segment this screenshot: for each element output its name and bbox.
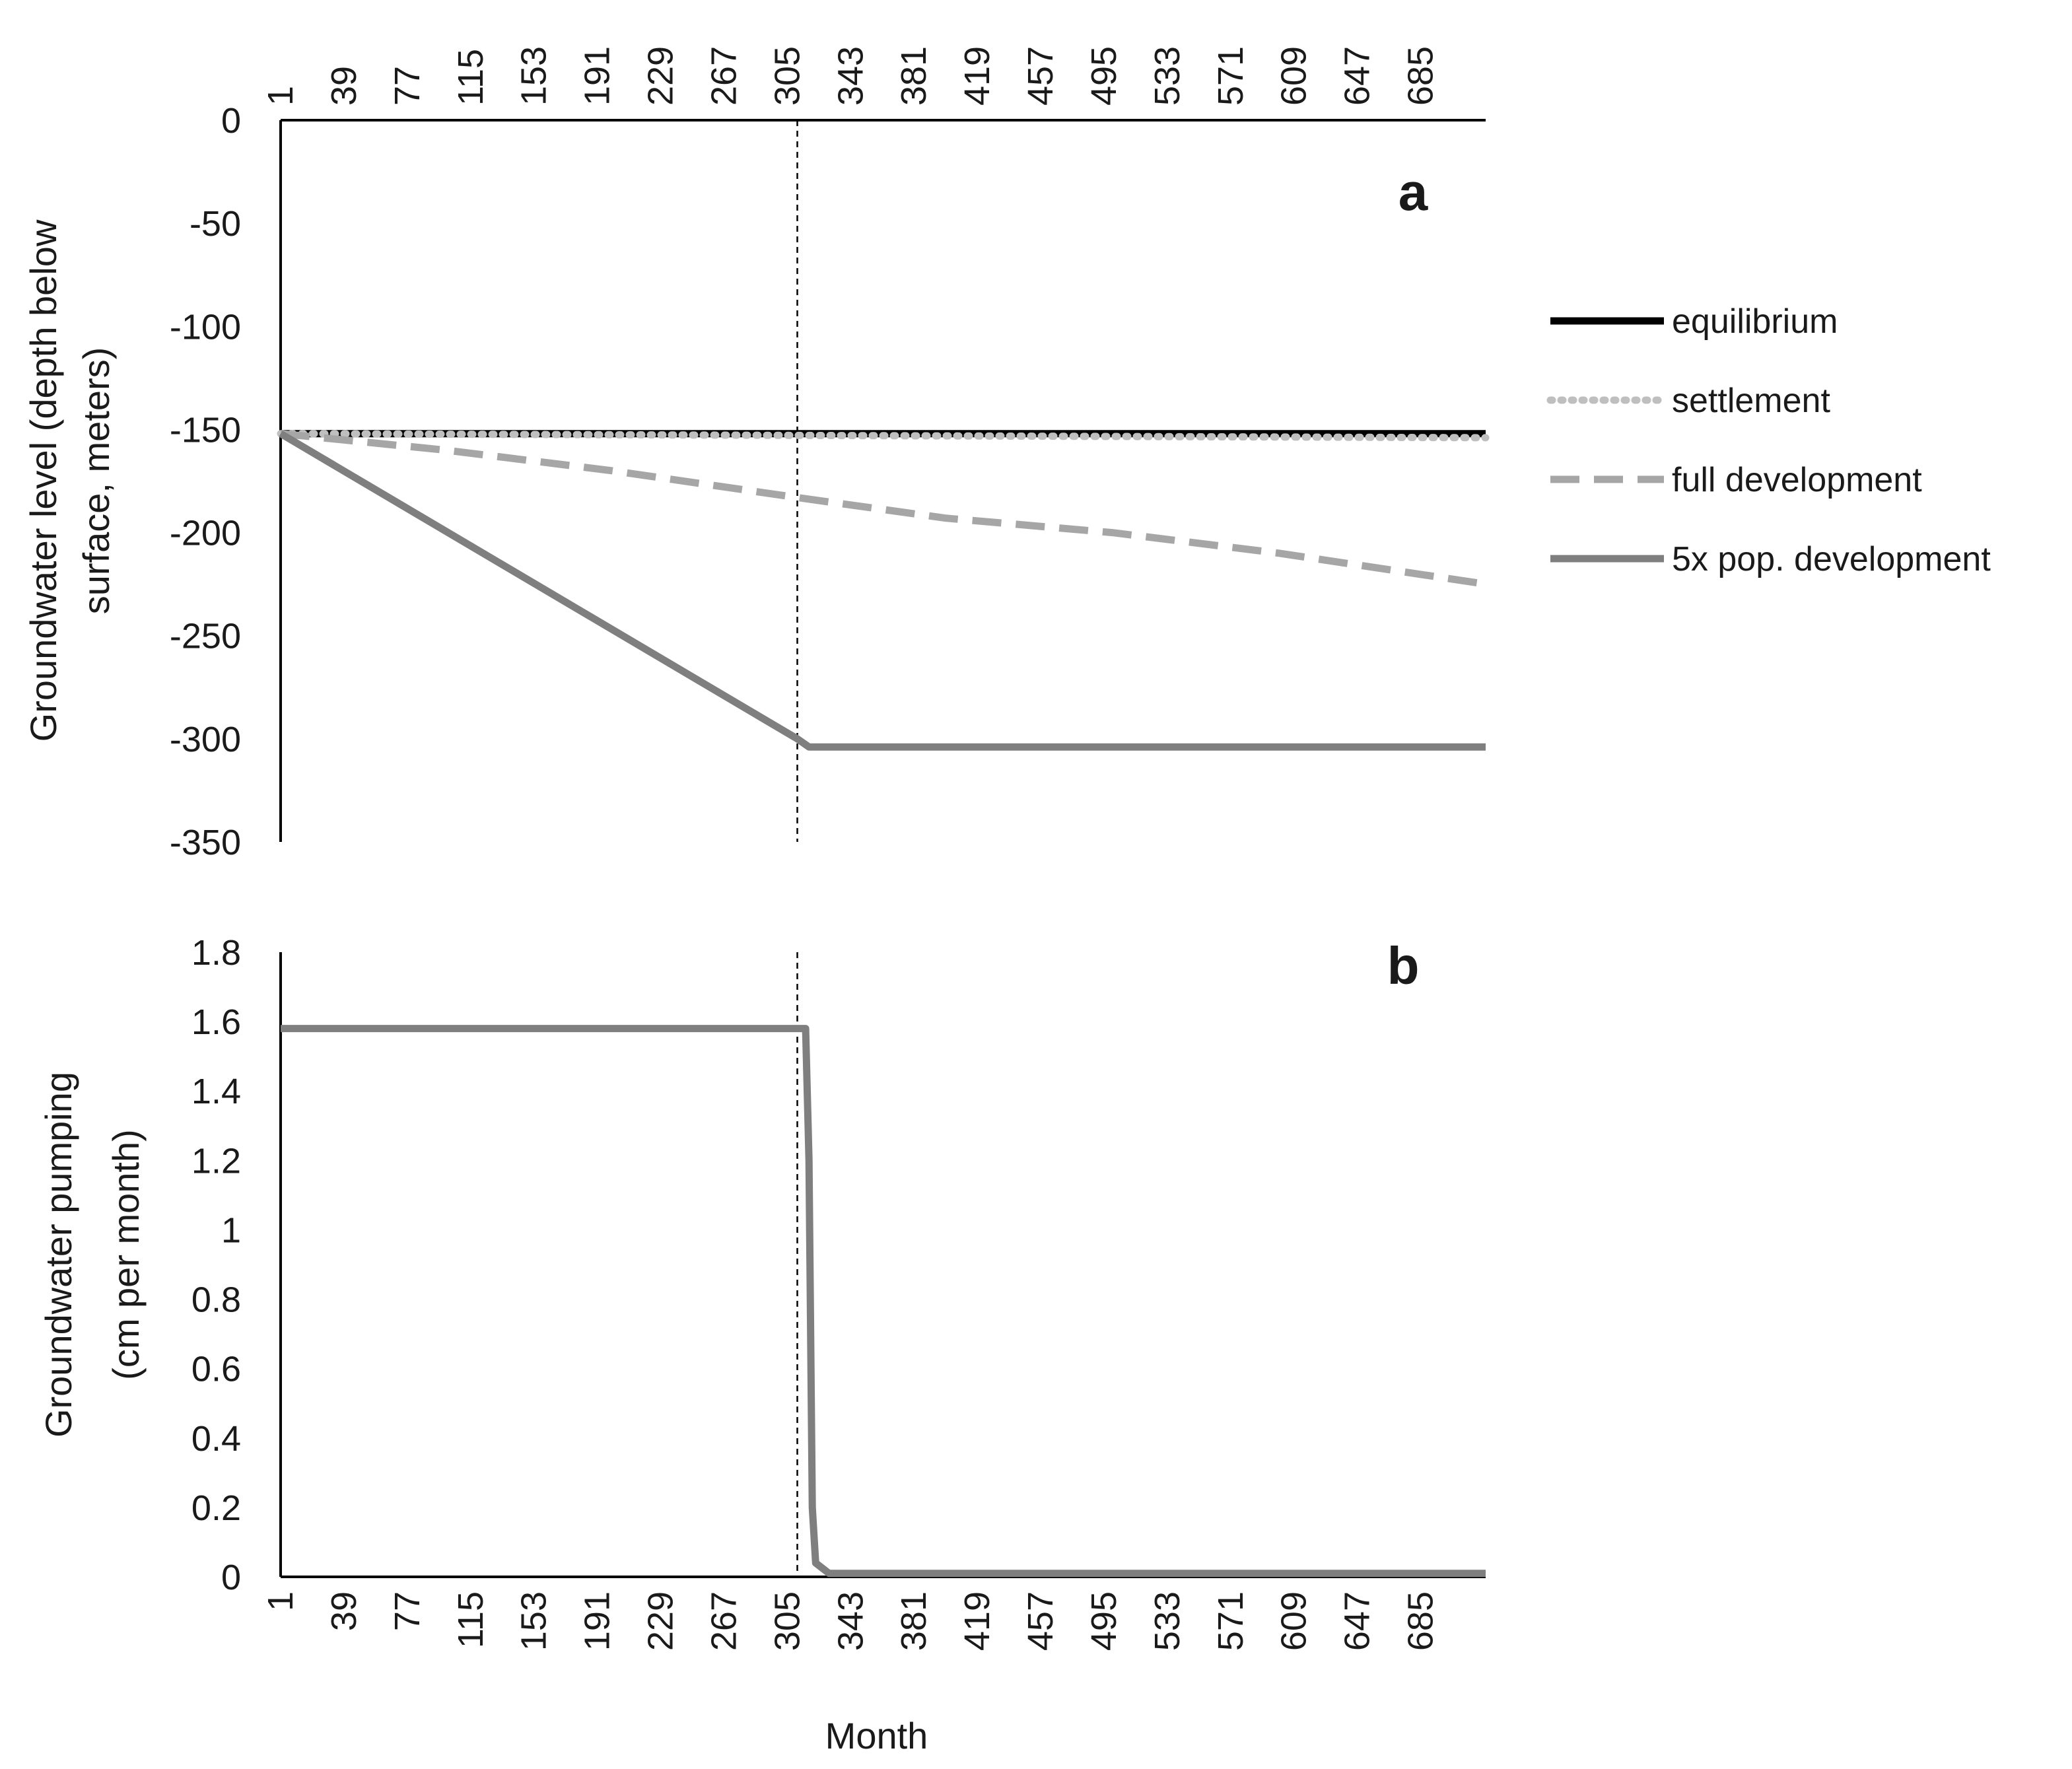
y-tick-label: 0.6 xyxy=(191,1350,241,1389)
y-tick-label: 0.4 xyxy=(191,1419,241,1459)
x-tick-label: 571 xyxy=(1211,46,1251,106)
x-tick-label: 115 xyxy=(451,1591,491,1648)
x-tick-label: 39 xyxy=(324,66,364,106)
x-tick-label: 343 xyxy=(831,1591,870,1651)
y-tick-label: 1.6 xyxy=(191,1002,241,1042)
y-axis-title: Groundwater pumping xyxy=(38,1072,79,1438)
y-tick-label: -50 xyxy=(190,204,241,244)
series-line-full-development xyxy=(280,430,1486,588)
x-tick-label: 381 xyxy=(894,46,934,106)
y-tick-label: 0.8 xyxy=(191,1280,241,1320)
x-tick-label: 647 xyxy=(1338,1591,1377,1651)
x-tick-label: 647 xyxy=(1338,46,1377,106)
panel-letter: a xyxy=(1399,162,1428,221)
x-tick-label: 1 xyxy=(261,1591,300,1611)
x-tick-label: 343 xyxy=(831,46,870,106)
panel-letter: b xyxy=(1387,936,1420,995)
legend: equilibrium settlement full development 5x … xyxy=(1546,302,1991,578)
x-tick-label: 457 xyxy=(1021,46,1060,106)
y-axis-title: surface, meters) xyxy=(75,347,117,615)
panel-b: 0 0.2 0.4 0.6 0.8 1 1.2 1.4 1.6 1.8 1 39 77 115 153 191… xyxy=(38,933,1486,1756)
x-axis-title: Month xyxy=(825,1715,928,1756)
x-tick-label: 229 xyxy=(641,46,681,106)
legend-label: 5x pop. development xyxy=(1672,540,1991,578)
y-tick-label: 1.2 xyxy=(191,1141,241,1181)
x-tick-label: 39 xyxy=(324,1591,364,1631)
x-tick-label: 153 xyxy=(514,46,554,106)
legend-label: settlement xyxy=(1672,382,1830,420)
x-tick-label: 381 xyxy=(894,1591,934,1651)
x-tick-label: 77 xyxy=(388,1591,427,1631)
x-tick-label: 153 xyxy=(514,1591,554,1651)
x-tick-label: 229 xyxy=(641,1591,681,1651)
x-tick-label: 191 xyxy=(578,1591,617,1651)
x-tick-label: 457 xyxy=(1021,1591,1060,1651)
x-tick-label: 77 xyxy=(388,66,427,106)
legend-label: equilibrium xyxy=(1672,302,1838,341)
y-tick-label: -300 xyxy=(170,720,241,759)
x-tick-label: 495 xyxy=(1084,46,1124,106)
series-line-settlement xyxy=(277,430,1490,442)
x-tick-label: 533 xyxy=(1148,46,1187,106)
y-axis-title: (cm per month) xyxy=(105,1129,147,1380)
y-tick-label: -250 xyxy=(170,617,241,656)
y-tick-label: -100 xyxy=(170,307,241,347)
series-line-5x-pop-development xyxy=(281,1025,1486,1578)
x-tick-label: 685 xyxy=(1401,1591,1441,1651)
x-tick-label: 533 xyxy=(1148,1591,1187,1651)
y-tick-label: -150 xyxy=(170,410,241,450)
x-tick-label: 609 xyxy=(1274,1591,1314,1651)
x-tick-label: 419 xyxy=(957,1591,997,1651)
y-tick-label: -350 xyxy=(170,823,241,862)
y-tick-label: -200 xyxy=(170,514,241,553)
x-tick-label: 191 xyxy=(578,46,617,106)
x-tick-label: 609 xyxy=(1274,46,1314,106)
legend-label: full development xyxy=(1672,461,1922,499)
y-tick-label: 1.4 xyxy=(191,1072,241,1111)
x-tick-label: 115 xyxy=(451,49,491,106)
y-tick-label: 1 xyxy=(221,1210,241,1250)
series-line-5x-pop-development xyxy=(279,430,1486,751)
x-tick-label: 495 xyxy=(1084,1591,1124,1651)
x-tick-label: 571 xyxy=(1211,1591,1251,1651)
x-tick-label: 305 xyxy=(767,46,807,106)
y-tick-label: 1.8 xyxy=(191,933,241,973)
x-tick-label: 305 xyxy=(767,1591,807,1651)
y-tick-label: 0 xyxy=(221,101,241,141)
y-axis-title: Groundwater level (depth below xyxy=(22,219,64,742)
y-tick-label: 0.2 xyxy=(191,1488,241,1528)
x-tick-label: 1 xyxy=(261,86,300,106)
x-tick-label: 685 xyxy=(1401,46,1441,106)
x-tick-label: 267 xyxy=(704,46,743,106)
y-tick-label: 0 xyxy=(221,1558,241,1597)
panel-a: 0 -50 -100 -150 -200 -250 -300 -350 1 39 77 115 153 1… xyxy=(22,46,1490,862)
x-tick-label: 267 xyxy=(704,1591,743,1651)
x-tick-label: 419 xyxy=(957,46,997,106)
